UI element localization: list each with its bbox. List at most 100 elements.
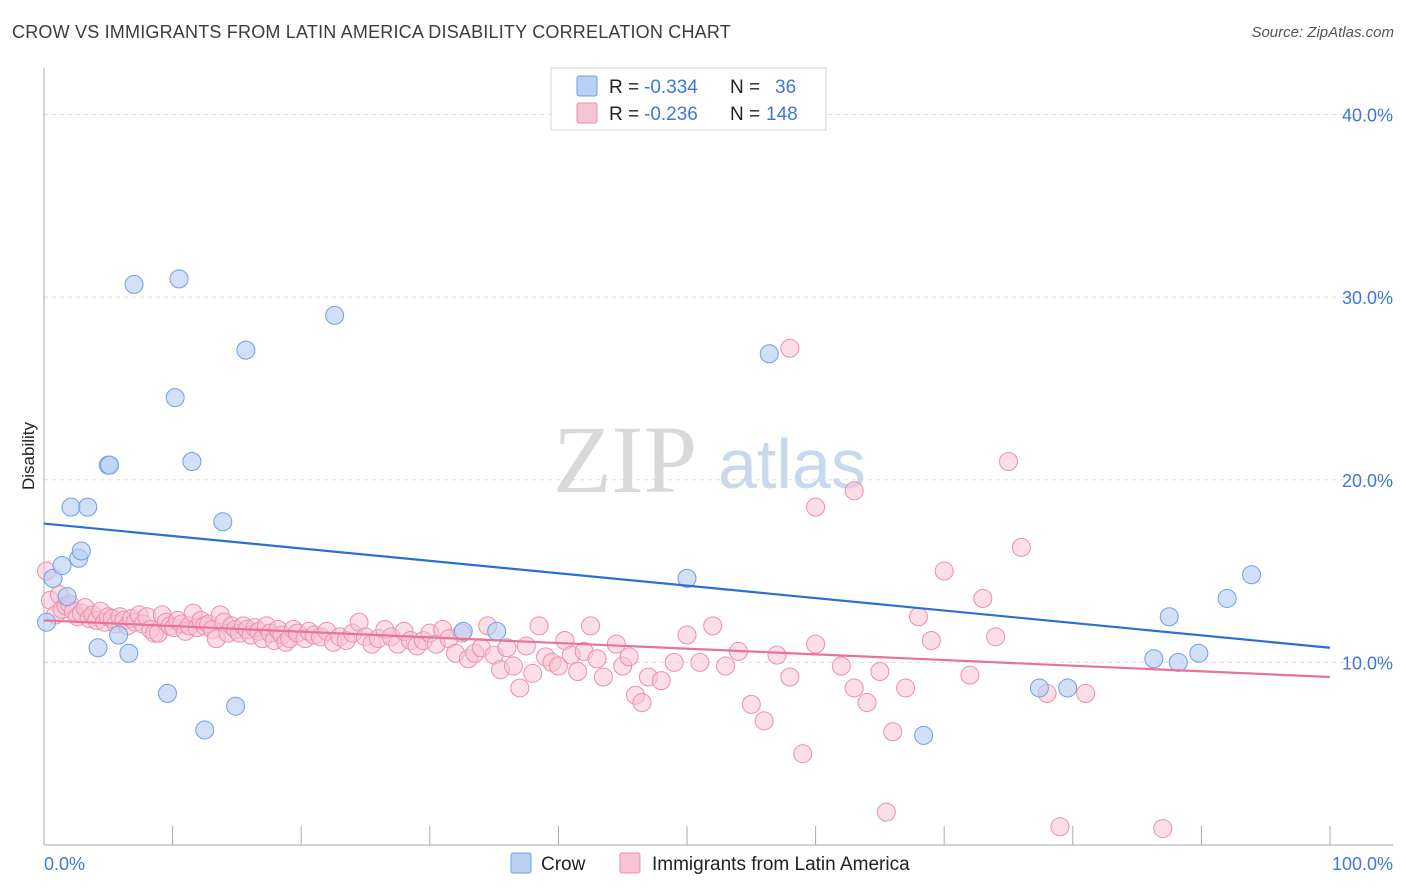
crow-point [236,340,256,360]
crow-point [325,305,345,325]
latin-legend-swatch [576,102,598,124]
crow-point [1168,652,1188,672]
crow-point [195,720,215,740]
latin-america-point [568,662,588,682]
latin-america-point [1153,819,1173,839]
crow-point [37,612,57,632]
axes [43,68,1393,846]
crow-point [165,388,185,408]
crow-point [1242,565,1262,585]
chart-title: CROW VS IMMIGRANTS FROM LATIN AMERICA DI… [12,22,731,42]
crow-point [1159,607,1179,627]
latin-america-point [523,663,543,683]
crow-point [1217,588,1237,608]
latin-america-point [741,694,761,714]
crow-point [157,683,177,703]
latin-america-point [883,722,903,742]
latin-america-point [921,630,941,650]
crow-point [52,556,72,576]
y-tick-label: 10.0% [1342,653,1393,673]
crow-point [677,568,697,588]
latin-america-point [844,481,864,501]
watermark-atlas: atlas [718,425,866,503]
y-axis-title: Disability [19,421,38,490]
y-tick-label: 40.0% [1342,106,1393,126]
crow-point [914,725,934,745]
latin-america-point [754,711,774,731]
crow-point [487,621,507,641]
latin-america-point [581,616,601,636]
crow-legend-swatch [576,75,598,97]
latin-america-point [1076,683,1096,703]
latin-america-point [870,662,890,682]
latin-america-point [780,338,800,358]
latin-america-point [619,647,639,667]
latin-america-point [677,625,697,645]
crow-bottom-label: Crow [541,854,586,875]
crow-point [226,696,246,716]
latin-bottom-label: Immigrants from Latin America [652,854,910,875]
latin-america-point [986,627,1006,647]
latin-america-point [908,607,928,627]
latin-america-point [548,656,568,676]
crow-point [88,638,108,658]
latin-america-point [651,671,671,691]
latin-america-point [806,497,826,517]
latin-america-point [529,616,549,636]
latin-n-value: 148 [766,104,798,125]
latin-bottom-swatch [619,852,641,874]
crow-point [100,455,120,475]
crow-points [37,269,1262,745]
latin-america-point [593,667,613,687]
crow-n-value: 36 [775,77,796,98]
latin-america-point [999,452,1018,471]
grid-lines [44,114,1393,663]
watermark: ZIP atlas [553,406,866,513]
crow-trend-line [43,522,1331,649]
crow-point [119,643,139,663]
crow-point [213,512,233,532]
series-legend: Crow Immigrants from Latin America [510,852,910,875]
stats-legend: R = -0.334 N = 36 R = -0.236 N = 148 [550,67,827,131]
crow-point [109,625,129,645]
latin-america-point [767,645,787,665]
latin-america-point [780,667,800,687]
crow-point [78,497,98,517]
latin-america-point [973,588,993,608]
latin-america-trend-line [43,619,1331,679]
crow-point [1029,678,1049,698]
source-label: Source: ZipAtlas.com [1251,24,1394,41]
latin-america-point [844,678,864,698]
latin-america-point [1011,537,1031,557]
crow-r-label: R = [609,77,639,98]
latin-america-point [503,656,523,676]
x-tick-label-max: 100.0% [1332,854,1393,874]
latin-america-point [806,634,826,654]
latin-america-point [857,693,877,713]
latin-america-point [516,636,536,656]
y-tick-label: 20.0% [1342,471,1393,491]
latin-america-point [664,652,684,672]
latin-america-point [793,744,813,764]
latin-america-point [716,656,736,676]
y-tick-label: 30.0% [1342,288,1393,308]
latin-america-point [960,665,980,685]
x-tick-label-min: 0.0% [44,854,85,874]
crow-point [61,497,81,517]
crow-point [182,452,202,471]
latin-america-point [934,561,954,581]
crow-point [169,269,189,289]
latin-america-point [690,652,710,672]
latin-america-point [587,649,607,669]
latin-america-point [876,802,896,822]
latin-n-label: N = [730,104,760,125]
crow-point [1144,649,1164,669]
y-tick-labels: 10.0% 20.0% 30.0% 40.0% [1342,106,1393,674]
latin-america-point [1050,817,1070,837]
latin-r-label: R = [609,104,639,125]
trend-lines [43,522,1331,679]
crow-point [57,587,77,607]
crow-bottom-swatch [510,852,532,874]
crow-point [124,274,144,294]
watermark-zip: ZIP [553,406,697,513]
